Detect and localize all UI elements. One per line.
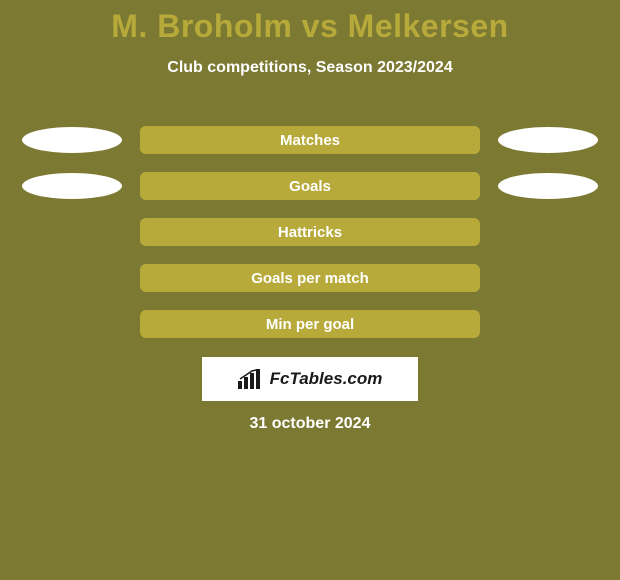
- metric-bar: Matches: [140, 126, 480, 154]
- logo-text: FcTables.com: [270, 369, 383, 389]
- metric-rows: Matches Goals Hattricks Goals per match Min …: [0, 117, 620, 347]
- metric-bar: Goals per match: [140, 264, 480, 292]
- metric-label: Goals per match: [251, 270, 369, 287]
- right-value-bubble: [498, 173, 598, 199]
- metric-label: Matches: [280, 132, 340, 149]
- metric-row: Matches: [0, 117, 620, 163]
- footer-date: 31 october 2024: [0, 415, 620, 433]
- comparison-card: M. Broholm vs Melkersen Club competition…: [0, 0, 620, 580]
- metric-bar: Hattricks: [140, 218, 480, 246]
- metric-bar: Goals: [140, 172, 480, 200]
- metric-row: Hattricks: [0, 209, 620, 255]
- metric-label: Goals: [289, 178, 331, 195]
- right-value-bubble: [498, 127, 598, 153]
- left-value-bubble: [22, 127, 122, 153]
- page-subtitle: Club competitions, Season 2023/2024: [0, 59, 620, 77]
- metric-row: Goals: [0, 163, 620, 209]
- brand-logo: FcTables.com: [202, 357, 418, 401]
- left-value-bubble: [22, 173, 122, 199]
- metric-row: Goals per match: [0, 255, 620, 301]
- metric-label: Hattricks: [278, 224, 342, 241]
- metric-label: Min per goal: [266, 316, 354, 333]
- logo-chart-icon: [238, 369, 264, 389]
- metric-row: Min per goal: [0, 301, 620, 347]
- page-title: M. Broholm vs Melkersen: [0, 0, 620, 45]
- metric-bar: Min per goal: [140, 310, 480, 338]
